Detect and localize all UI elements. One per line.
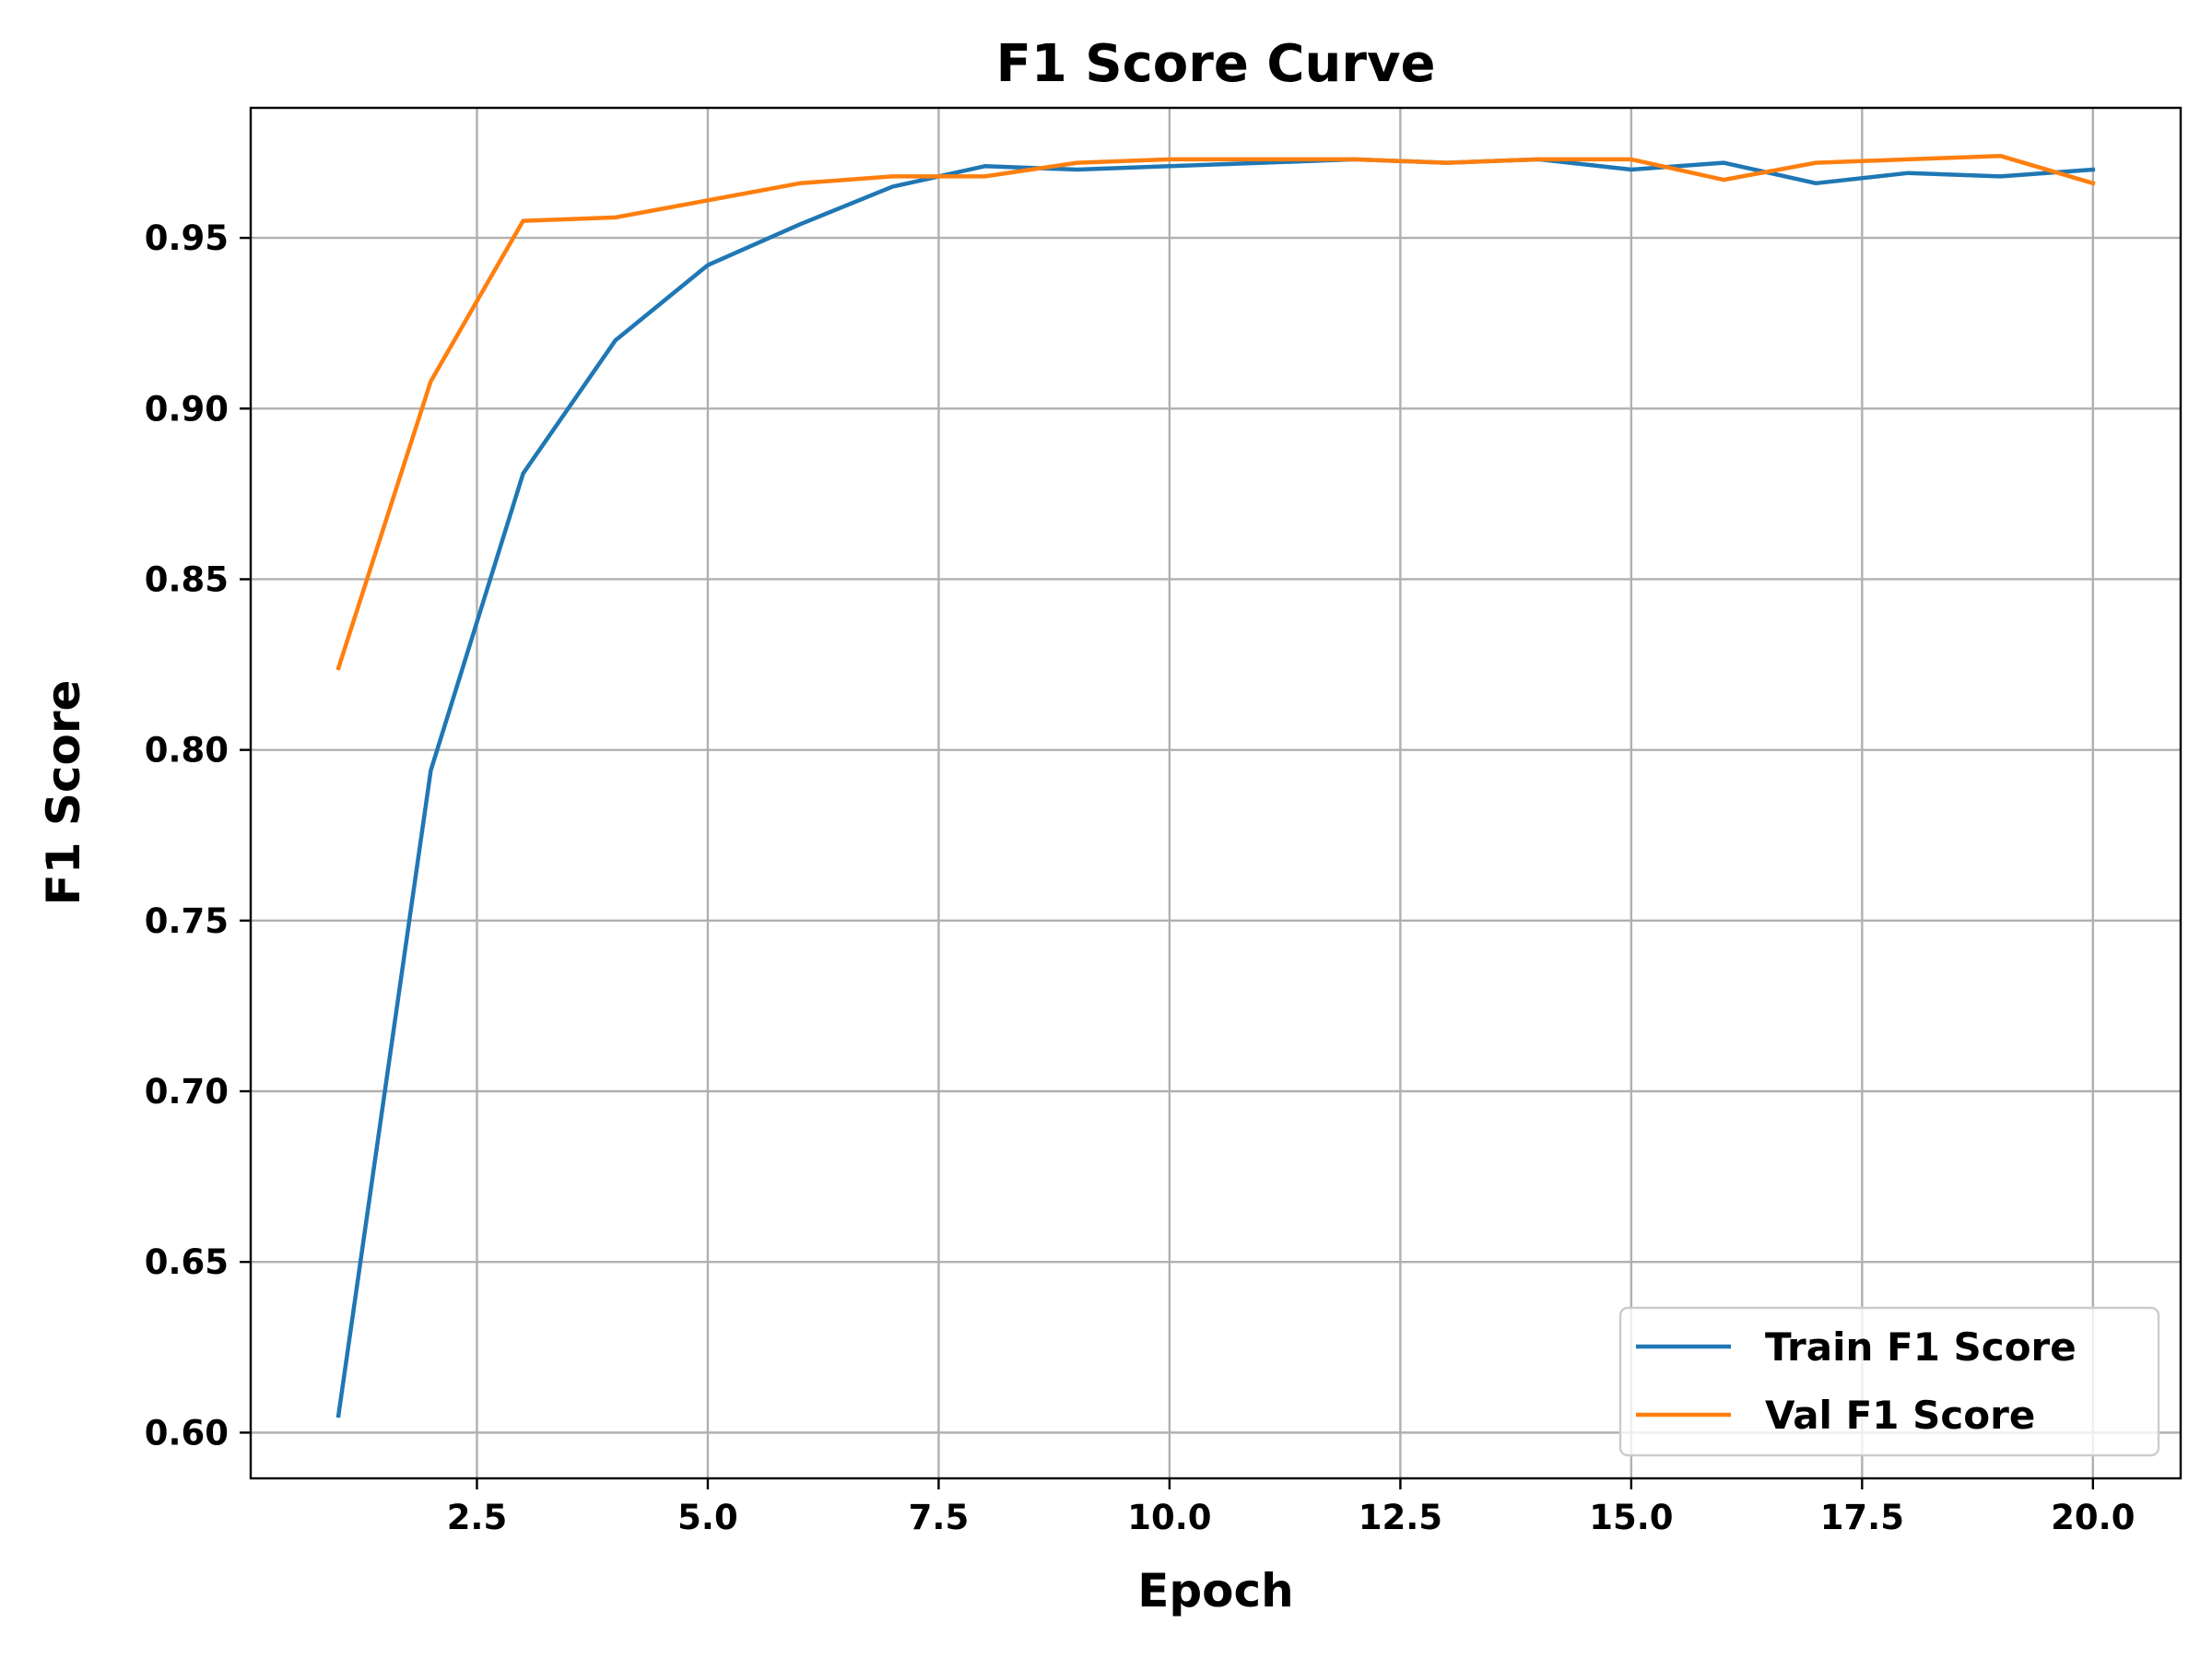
y-tick-label: 0.75: [145, 901, 229, 941]
legend-box: [1618, 1306, 2160, 1457]
ticks-layer: 2.5 5.0 7.5 10.0 12.5 15.0 17.5 20.0 0.60 0.65 0.7…: [145, 218, 2136, 1537]
y-tick-label: 0.85: [145, 559, 229, 599]
x-axis-label: Epoch: [1137, 1564, 1294, 1618]
x-tick-label: 5.0: [677, 1498, 738, 1537]
y-tick-label: 0.80: [145, 731, 229, 771]
y-tick-label: 0.70: [145, 1072, 229, 1112]
x-tick-label: 2.5: [447, 1498, 508, 1537]
x-tick-label: 7.5: [909, 1498, 970, 1537]
train-f1-line: [335, 157, 2096, 1418]
y-tick-label: 0.90: [145, 389, 229, 429]
y-axis-label: F1 Score: [37, 680, 90, 906]
chart-title: F1 Score Curve: [996, 34, 1436, 94]
y-tick-label: 0.95: [145, 218, 229, 258]
plot-frame: [249, 106, 2183, 1480]
series-layer: [335, 153, 2096, 1418]
y-tick-label: 0.60: [145, 1413, 229, 1453]
x-tick-label: 15.0: [1589, 1498, 1673, 1537]
y-tick-label: 0.65: [145, 1242, 229, 1282]
legend-label-train: Train F1 Score: [1765, 1324, 2077, 1370]
x-tick-label: 17.5: [1820, 1498, 1904, 1537]
x-tick-label: 12.5: [1359, 1498, 1442, 1537]
legend: Train F1 Score Val F1 Score: [1618, 1306, 2160, 1457]
legend-label-val: Val F1 Score: [1765, 1393, 2035, 1438]
grid-layer: [251, 108, 2181, 1478]
x-tick-label: 20.0: [2051, 1498, 2135, 1537]
x-tick-label: 10.0: [1127, 1498, 1211, 1537]
val-f1-line: [335, 153, 2096, 671]
